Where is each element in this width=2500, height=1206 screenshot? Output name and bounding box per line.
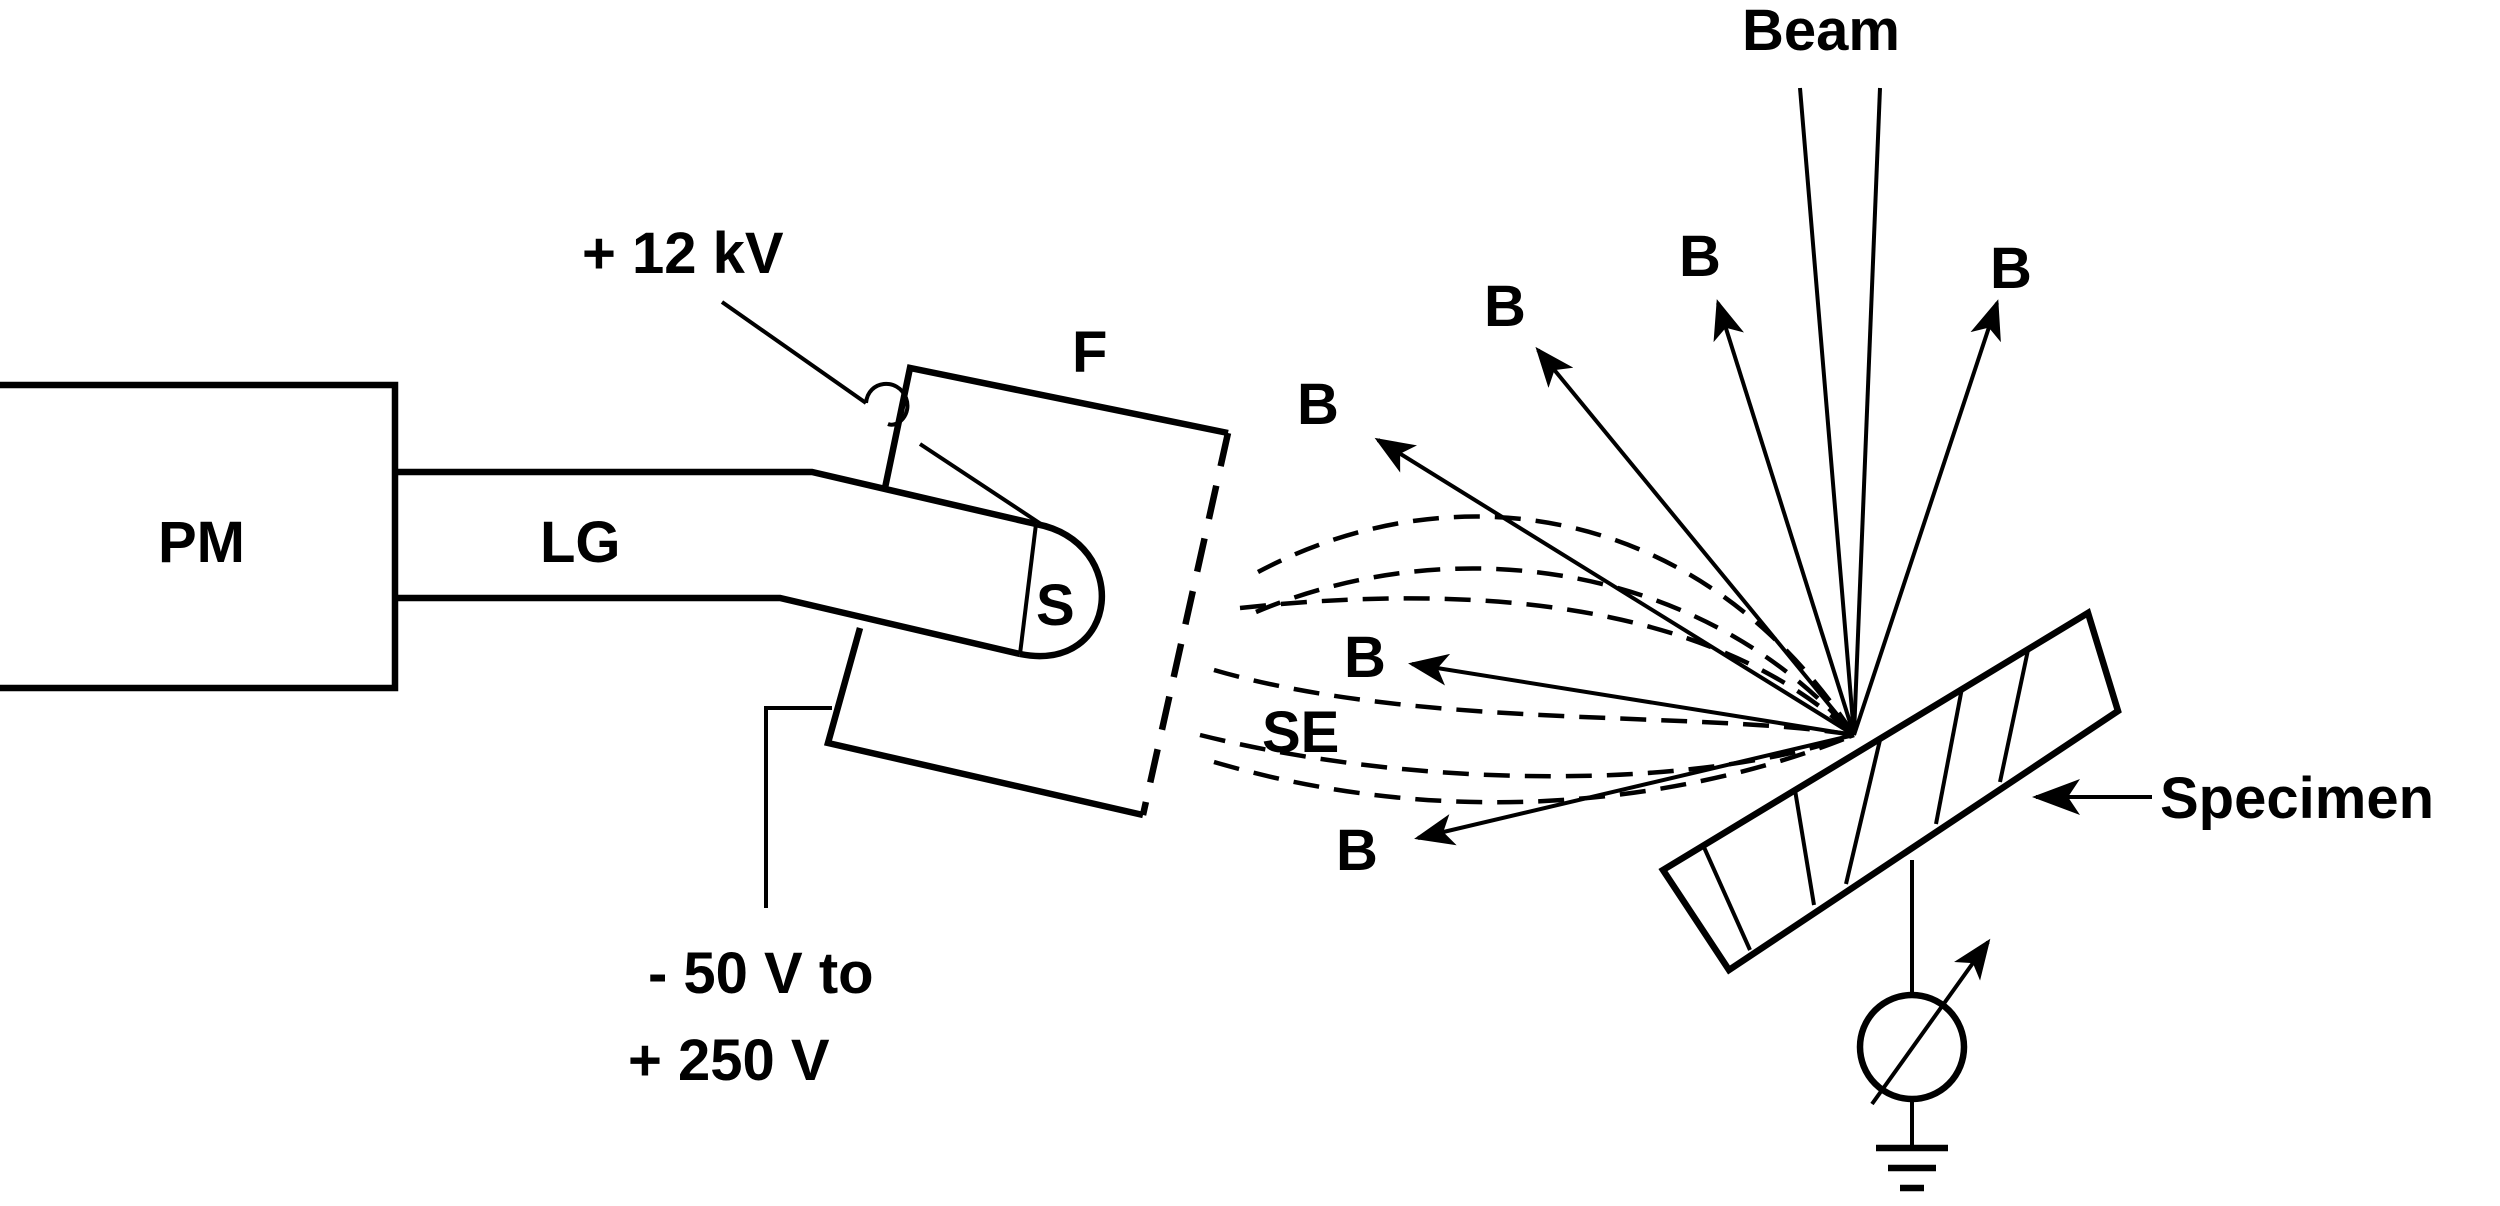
- bse-ray-2: [1535, 346, 1856, 737]
- se-trajectory-1: [1256, 514, 1856, 737]
- b-label-5: B: [1344, 625, 1386, 690]
- secondary-electron-trajectories: SE: [1199, 514, 1856, 805]
- bse-ray-3: [1713, 299, 1856, 736]
- s-label: S: [1036, 573, 1075, 638]
- bse-ray-4: [1852, 299, 2001, 736]
- bias-label-line2: + 250 V: [628, 1028, 830, 1093]
- b-label-4: B: [1990, 236, 2032, 301]
- backscattered-electrons: B B B B B B: [1297, 224, 2032, 883]
- plus-12kv-label: + 12 kV: [582, 221, 784, 286]
- cage-bias-lead: - 50 V to + 250 V: [628, 706, 874, 1093]
- specimen-label: Specimen: [2160, 766, 2434, 831]
- scintillator: S: [1018, 520, 1106, 660]
- faraday-cage: F: [823, 320, 1232, 819]
- b-label-6: B: [1336, 818, 1378, 883]
- bse-ray-6: [1414, 733, 1855, 846]
- ammeter-icon: [1856, 938, 1991, 1106]
- ground-icon: [1876, 1144, 1948, 1192]
- se-trajectory-6: [1213, 732, 1855, 805]
- se-trajectory-4: [1213, 667, 1855, 738]
- b-label-2: B: [1484, 274, 1526, 339]
- incident-beam: Beam: [1742, 0, 1900, 736]
- b-label-1: B: [1297, 372, 1339, 437]
- bse-ray-5: [1408, 653, 1855, 737]
- b-label-3: B: [1679, 224, 1721, 289]
- bias-label-line1: - 50 V to: [648, 941, 874, 1006]
- f-label: F: [1072, 320, 1107, 385]
- specimen-current-circuit: [1856, 860, 1991, 1192]
- beam-label: Beam: [1742, 0, 1900, 63]
- se-trajectory-3: [1239, 596, 1856, 737]
- photomultiplier: PM: [0, 381, 399, 692]
- pm-label: PM: [158, 510, 245, 575]
- se-trajectory-2: [1255, 566, 1856, 737]
- se-trajectory-5: [1199, 732, 1855, 779]
- lg-label: LG: [540, 510, 621, 575]
- bse-ray-1: [1374, 437, 1856, 737]
- specimen: Specimen: [1658, 608, 2434, 975]
- light-guide: LG: [395, 468, 1037, 658]
- high-voltage-lead: + 12 kV: [582, 221, 1049, 530]
- se-label: SE: [1262, 700, 1339, 765]
